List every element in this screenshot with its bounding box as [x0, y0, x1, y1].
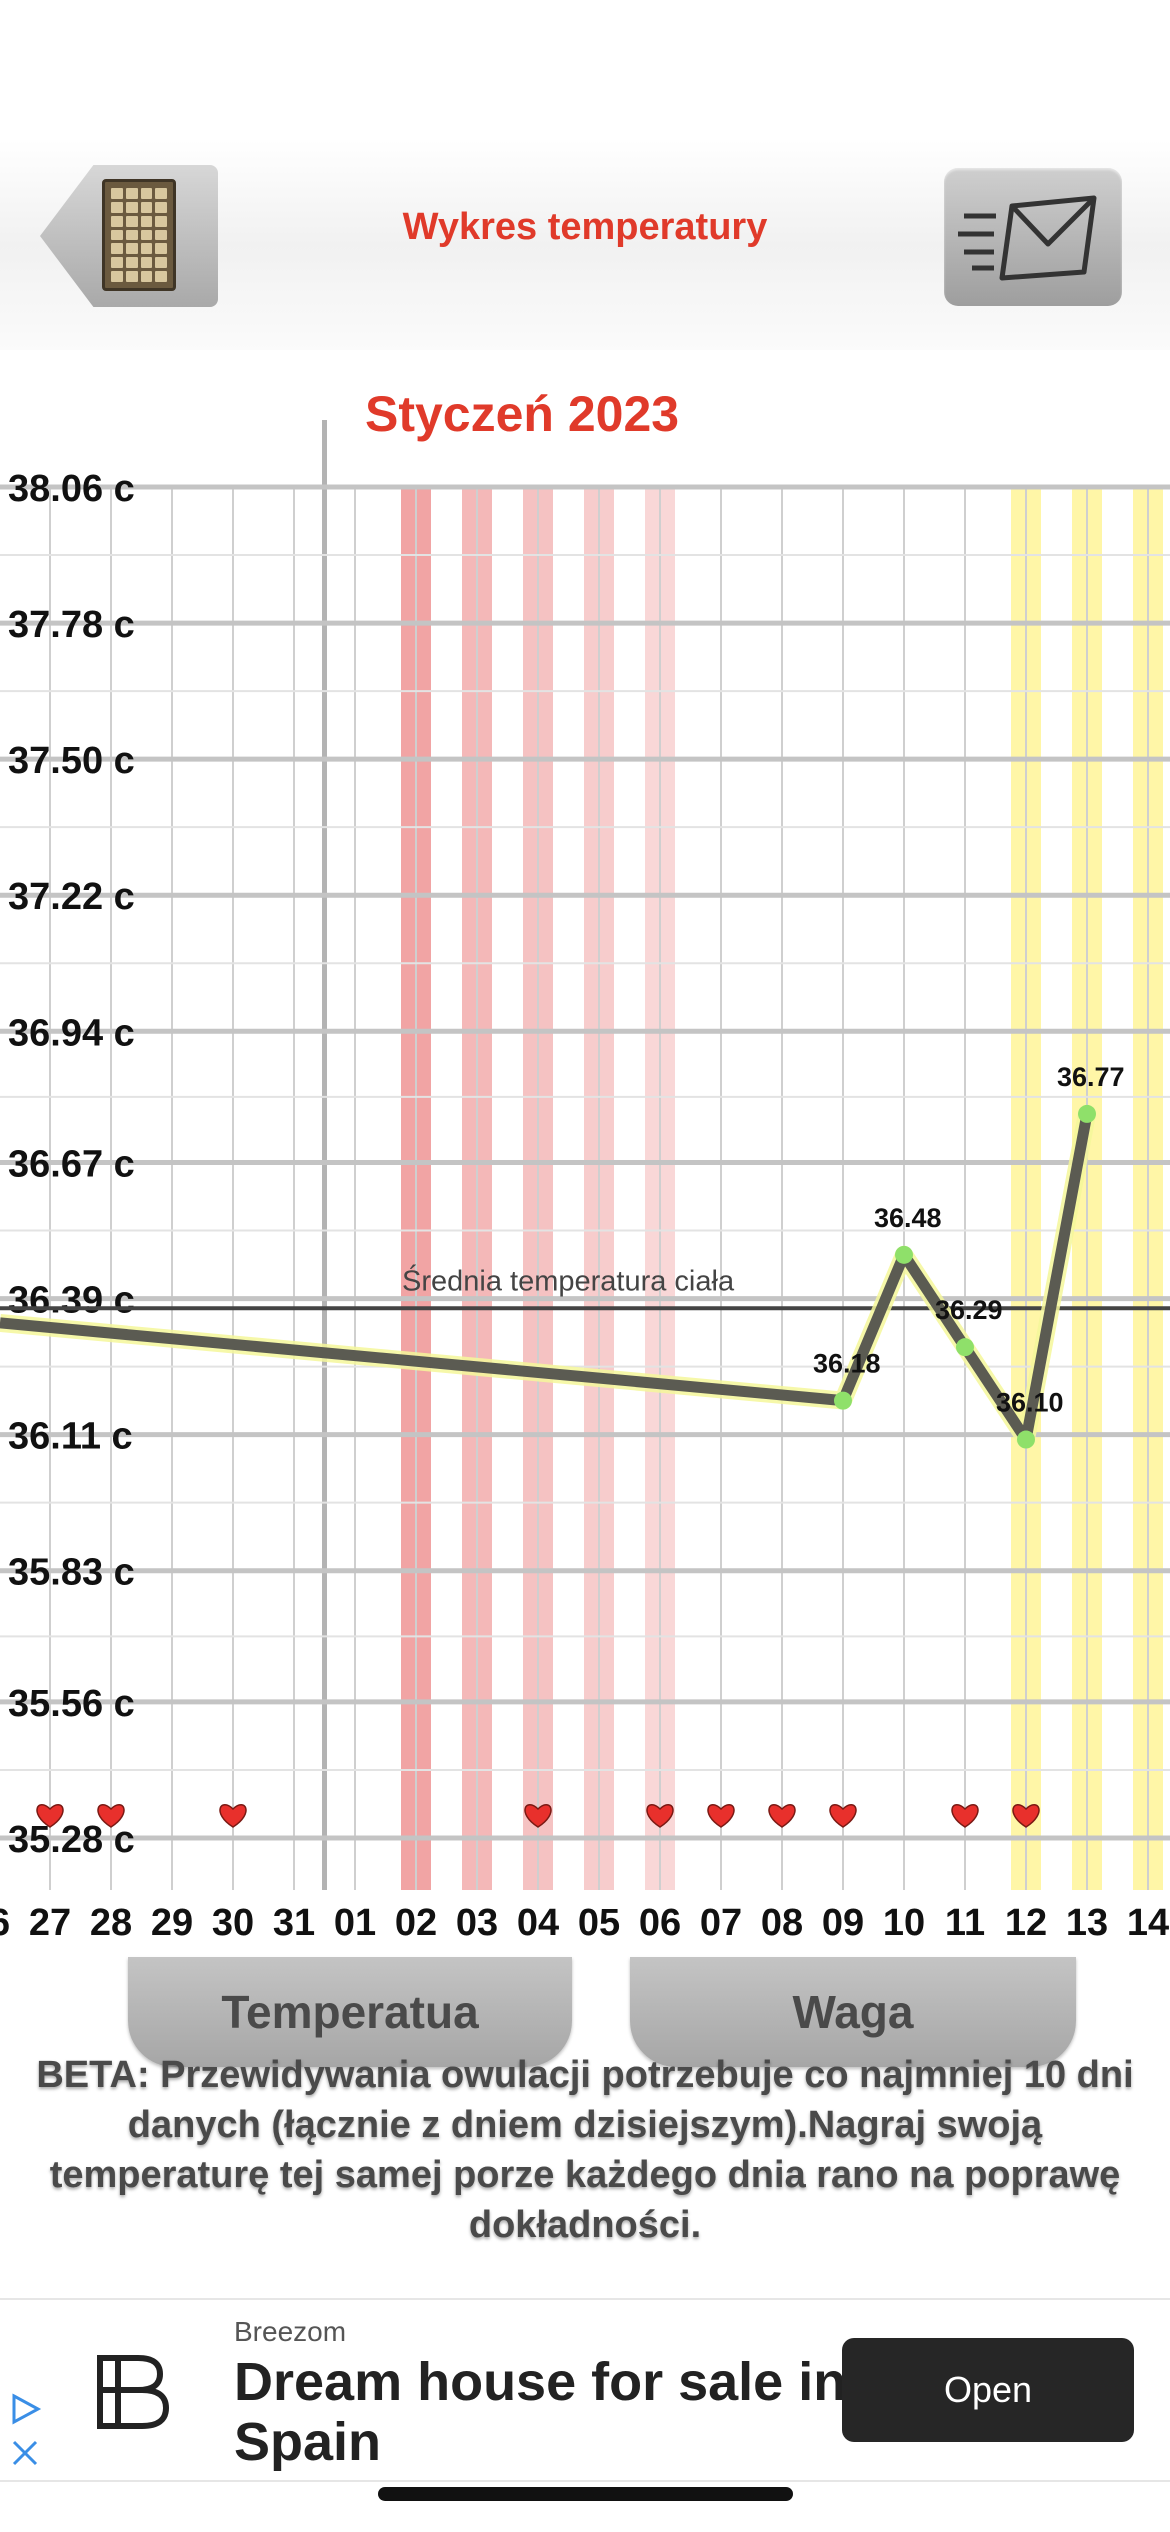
x-tick-label: 31	[273, 1902, 315, 1944]
calendar-back-button[interactable]	[40, 165, 218, 307]
heart-icon	[36, 1804, 64, 1828]
page-title: Wykres temperatury	[402, 206, 768, 248]
x-tick-label: 08	[761, 1902, 803, 1944]
x-tick-label: 11	[945, 1902, 985, 1944]
x-tick-label: 07	[700, 1902, 742, 1944]
x-tick-label: 14	[1127, 1902, 1169, 1944]
mail-send-icon	[958, 195, 1097, 281]
ad-banner[interactable]: Breezom Dream house for sale in Spain Op…	[0, 2298, 1170, 2482]
temperature-point	[956, 1338, 974, 1357]
heart-icon	[97, 1804, 125, 1828]
x-tick-label: 05	[578, 1902, 620, 1944]
ad-headline[interactable]: Dream house for sale in Spain	[234, 2352, 847, 2472]
temperature-point	[1078, 1104, 1096, 1123]
heart-icon	[829, 1804, 857, 1828]
heart-icon	[646, 1804, 674, 1828]
x-tick-label: 29	[151, 1902, 193, 1944]
y-tick-label: 37.22 c	[8, 876, 135, 918]
y-tick-label: 37.50 c	[8, 740, 135, 782]
x-tick-label: 28	[90, 1902, 132, 1944]
ad-open-button[interactable]: Open	[842, 2338, 1134, 2442]
y-tick-label: 36.67 c	[8, 1144, 135, 1186]
x-tick-label: 02	[395, 1902, 437, 1944]
temperature-chart[interactable]: 38.06 c 37.78 c 37.50 c 37.22 c 36.94 c 36.67…	[0, 370, 1170, 1970]
temperature-point	[895, 1245, 913, 1264]
ad-brand-name: Breezom	[234, 2316, 347, 2347]
breezom-logo-icon	[97, 2355, 170, 2429]
top-navigation-bar: Wykres temperatury	[0, 0, 1170, 350]
temperature-point	[834, 1391, 852, 1410]
weight-tab-button[interactable]: Waga	[630, 1957, 1076, 2067]
x-tick-label: 06	[639, 1902, 681, 1944]
heart-icon	[707, 1804, 735, 1828]
calendar-icon	[102, 179, 176, 291]
y-tick-label: 37.78 c	[8, 604, 135, 646]
y-tick-label: 35.83 c	[8, 1552, 135, 1594]
x-tick-label: 13	[1066, 1902, 1108, 1944]
ad-close-icon[interactable]	[8, 2436, 42, 2470]
heart-icon	[219, 1804, 247, 1828]
temperature-data-label: 36.48	[874, 1203, 942, 1233]
average-temperature-label: Średnia temperatura ciała	[402, 1263, 735, 1297]
temperature-tab-label: Temperatua	[221, 1986, 479, 2038]
temperature-data-label: 36.29	[935, 1295, 1003, 1325]
send-mail-button[interactable]	[944, 168, 1122, 306]
heart-icon	[951, 1804, 979, 1828]
x-tick-label: 01	[334, 1902, 376, 1944]
y-tick-label: 35.28 c	[8, 1819, 135, 1861]
chart-month-title: Styczeń 2023	[365, 386, 680, 442]
temperature-data-label: 36.10	[996, 1388, 1064, 1418]
heart-icon	[524, 1804, 552, 1828]
y-tick-label: 36.11 c	[8, 1416, 133, 1458]
x-tick-label: 03	[456, 1902, 498, 1944]
temperature-point	[1017, 1430, 1035, 1449]
x-tick-label: 04	[517, 1902, 559, 1944]
temperature-tab-button[interactable]: Temperatua	[128, 1957, 572, 2067]
temperature-line	[0, 1112, 1093, 1445]
heart-icon	[1012, 1804, 1040, 1828]
y-tick-label: 38.06 c	[8, 468, 135, 510]
x-tick-label: 27	[29, 1902, 71, 1944]
y-tick-label: 36.39 c	[8, 1280, 135, 1322]
temperature-data-label: 36.18	[813, 1349, 881, 1379]
beta-info-text: BETA: Przewidywania owulacji potrzebuje …	[36, 2054, 1134, 2246]
x-tick-label: 12	[1005, 1902, 1047, 1944]
y-tick-label: 36.94 c	[8, 1012, 135, 1054]
x-tick-label: 09	[822, 1902, 864, 1944]
y-tick-label: 35.56 c	[8, 1683, 135, 1725]
x-tick-label: 30	[212, 1902, 254, 1944]
x-tick-label: 26	[0, 1902, 10, 1944]
ad-info-icon[interactable]	[8, 2392, 42, 2426]
weight-tab-label: Waga	[792, 1986, 914, 2038]
temperature-data-label: 36.77	[1057, 1062, 1125, 1092]
home-indicator	[378, 2487, 793, 2501]
heart-icon	[768, 1804, 796, 1828]
x-tick-label: 10	[883, 1902, 925, 1944]
